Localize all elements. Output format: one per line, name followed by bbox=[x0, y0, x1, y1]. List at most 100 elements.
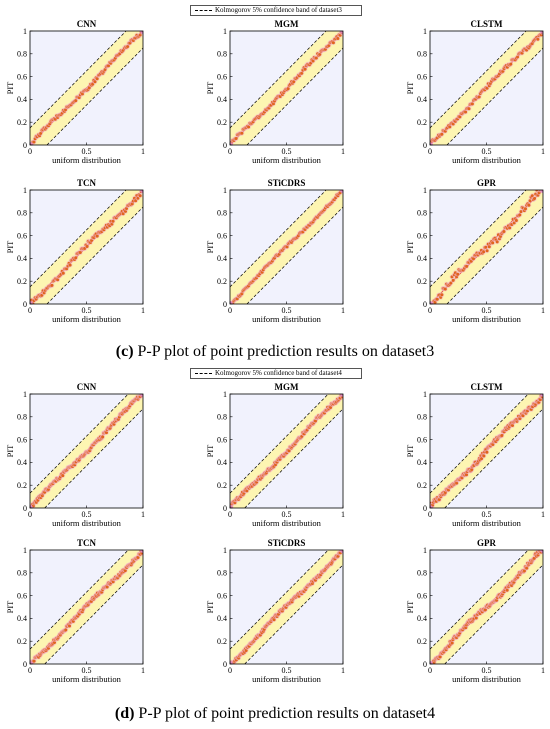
y-tick-label: 0.6 bbox=[217, 72, 227, 81]
y-tick-label: 0 bbox=[23, 660, 27, 669]
x-axis-label: uniform distribution bbox=[52, 155, 121, 165]
x-axis-label: uniform distribution bbox=[252, 674, 321, 684]
x-tick-label: 0 bbox=[228, 510, 232, 519]
data-point bbox=[107, 64, 110, 68]
x-tick-label: 0.5 bbox=[82, 306, 92, 315]
legend-label: Kolmogorov 5% confidence band of dataset… bbox=[215, 6, 342, 14]
subplot-title: MGM bbox=[275, 19, 299, 29]
data-point bbox=[524, 207, 527, 211]
x-tick-label: 1 bbox=[541, 147, 545, 156]
subplot-title: CLSTM bbox=[470, 19, 503, 29]
y-axis-label: PIT bbox=[5, 444, 15, 458]
data-point bbox=[105, 585, 109, 589]
upper-band-line bbox=[30, 190, 127, 288]
upper-band-line bbox=[430, 550, 529, 650]
y-tick-label: 0.4 bbox=[217, 95, 227, 104]
endpoint-marker bbox=[140, 190, 143, 193]
lower-band-line bbox=[46, 206, 143, 304]
endpoint-marker bbox=[540, 550, 543, 553]
data-point bbox=[465, 473, 468, 477]
y-axis-label: PIT bbox=[405, 81, 415, 95]
endpoint-marker bbox=[340, 190, 343, 193]
y-tick-label: 0.8 bbox=[217, 569, 227, 578]
data-point bbox=[61, 474, 65, 478]
y-tick-label: 0.4 bbox=[417, 458, 427, 467]
y-tick-label: 1 bbox=[23, 27, 27, 36]
data-point bbox=[511, 424, 514, 427]
y-tick-label: 0.6 bbox=[17, 231, 27, 240]
lower-band-line bbox=[444, 408, 543, 508]
y-tick-label: 0.6 bbox=[17, 591, 27, 600]
endpoint-marker bbox=[140, 394, 143, 397]
data-point bbox=[85, 245, 89, 248]
y-tick-label: 0 bbox=[23, 300, 27, 309]
y-tick-label: 1 bbox=[23, 546, 27, 555]
data-point bbox=[39, 131, 43, 135]
x-tick-label: 0.5 bbox=[82, 510, 92, 519]
y-tick-label: 0 bbox=[423, 300, 427, 309]
data-point bbox=[136, 196, 140, 200]
x-tick-label: 1 bbox=[141, 147, 145, 156]
y-axis-label: PIT bbox=[405, 240, 415, 254]
data-point bbox=[487, 245, 491, 249]
x-tick-label: 0.5 bbox=[282, 147, 292, 156]
legend-dataset3: Kolmogorov 5% confidence band of dataset… bbox=[190, 5, 362, 16]
plot-area bbox=[230, 190, 343, 304]
x-tick-label: 1 bbox=[541, 510, 545, 519]
data-point bbox=[64, 628, 68, 632]
endpoint-marker bbox=[430, 661, 433, 664]
data-point bbox=[244, 649, 248, 652]
x-tick-label: 1 bbox=[341, 306, 345, 315]
y-axis-label: PIT bbox=[405, 444, 415, 458]
data-point bbox=[470, 102, 474, 106]
x-tick-label: 0.5 bbox=[82, 666, 92, 675]
y-axis-label: PIT bbox=[5, 600, 15, 614]
data-point bbox=[474, 616, 478, 620]
y-tick-label: 0.2 bbox=[17, 637, 27, 646]
pp-subplot-clstm: 0 0.5 1 0 0.2 0.4 0.6 0.8 1 CLSTM uniform distribu… bbox=[405, 382, 545, 528]
data-point bbox=[95, 77, 99, 81]
subplot-title: MGM bbox=[275, 382, 299, 392]
data-point bbox=[458, 115, 462, 119]
endpoint-marker bbox=[340, 31, 343, 34]
plot-area bbox=[230, 31, 343, 145]
y-tick-label: 0 bbox=[223, 504, 227, 513]
y-tick-label: 1 bbox=[223, 27, 227, 36]
x-tick-label: 1 bbox=[141, 510, 145, 519]
y-tick-label: 0.4 bbox=[417, 254, 427, 263]
upper-band-line bbox=[30, 550, 129, 650]
data-point bbox=[502, 230, 506, 233]
y-tick-label: 0.8 bbox=[17, 569, 27, 578]
upper-band-line bbox=[230, 394, 329, 494]
x-tick-label: 0 bbox=[228, 147, 232, 156]
data-point bbox=[467, 107, 471, 111]
x-tick-label: 0.5 bbox=[482, 666, 492, 675]
upper-band-line bbox=[230, 190, 327, 288]
caption-letter: (d) bbox=[114, 705, 135, 722]
endpoint-marker bbox=[230, 505, 233, 508]
y-tick-label: 0.2 bbox=[417, 481, 427, 490]
caption-dataset3: (c) P-P plot of point prediction results… bbox=[0, 343, 550, 361]
pp-subplot-gpr: 0 0.5 1 0 0.2 0.4 0.6 0.8 1 GPR uniform distributi… bbox=[405, 538, 545, 684]
subplot-title: TCN bbox=[77, 538, 97, 548]
data-point bbox=[508, 226, 512, 230]
lower-band-line bbox=[446, 47, 543, 145]
y-tick-label: 0 bbox=[23, 141, 27, 150]
data-point bbox=[78, 251, 82, 254]
data-point bbox=[464, 110, 468, 114]
x-tick-label: 1 bbox=[341, 666, 345, 675]
y-tick-label: 0.8 bbox=[17, 413, 27, 422]
endpoint-marker bbox=[30, 301, 33, 304]
legend-label: Kolmogorov 5% confidence band of dataset… bbox=[215, 369, 342, 377]
y-tick-label: 0.2 bbox=[217, 277, 227, 286]
x-axis-label: uniform distribution bbox=[252, 155, 321, 165]
y-tick-label: 0.2 bbox=[17, 481, 27, 490]
plot-area bbox=[30, 550, 143, 664]
y-tick-label: 0 bbox=[223, 300, 227, 309]
plot-area bbox=[30, 31, 143, 145]
caption-text: P-P plot of point prediction results on … bbox=[134, 705, 436, 722]
y-tick-label: 0.6 bbox=[217, 435, 227, 444]
y-tick-label: 0.8 bbox=[17, 209, 27, 218]
y-tick-label: 0.6 bbox=[417, 435, 427, 444]
data-point bbox=[126, 45, 130, 48]
